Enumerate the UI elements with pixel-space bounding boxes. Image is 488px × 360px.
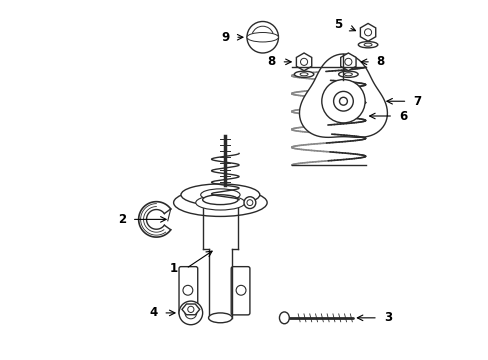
FancyBboxPatch shape (231, 267, 249, 315)
Circle shape (183, 285, 192, 295)
Circle shape (300, 58, 307, 66)
Polygon shape (182, 304, 199, 315)
Polygon shape (296, 53, 311, 71)
Ellipse shape (173, 189, 266, 216)
Text: 2: 2 (118, 213, 126, 226)
Text: 1: 1 (170, 262, 178, 275)
Circle shape (244, 197, 255, 208)
Polygon shape (299, 54, 386, 138)
Circle shape (344, 58, 351, 66)
Text: 8: 8 (267, 55, 275, 68)
Ellipse shape (279, 312, 289, 324)
Text: 5: 5 (334, 18, 342, 31)
Circle shape (246, 22, 278, 53)
Text: 8: 8 (376, 55, 384, 68)
Text: 4: 4 (149, 306, 157, 319)
Ellipse shape (195, 195, 244, 210)
Ellipse shape (344, 73, 352, 76)
Ellipse shape (208, 313, 232, 323)
Text: 6: 6 (398, 109, 407, 122)
Polygon shape (360, 23, 375, 41)
Ellipse shape (202, 195, 238, 204)
Circle shape (236, 285, 245, 295)
Circle shape (364, 29, 371, 36)
Circle shape (339, 97, 346, 105)
Ellipse shape (200, 189, 240, 201)
Text: 9: 9 (221, 31, 229, 44)
Ellipse shape (246, 32, 278, 42)
Circle shape (179, 301, 202, 325)
Circle shape (246, 200, 252, 206)
Text: 3: 3 (383, 311, 391, 324)
Ellipse shape (364, 43, 371, 46)
Ellipse shape (294, 71, 313, 77)
Circle shape (333, 91, 352, 111)
Polygon shape (340, 53, 355, 71)
Ellipse shape (181, 184, 259, 206)
Ellipse shape (338, 71, 357, 77)
Circle shape (184, 307, 196, 319)
Text: 7: 7 (412, 95, 421, 108)
FancyBboxPatch shape (179, 267, 197, 315)
Circle shape (321, 80, 365, 123)
Circle shape (187, 306, 194, 312)
Ellipse shape (358, 42, 377, 48)
Ellipse shape (300, 73, 307, 76)
